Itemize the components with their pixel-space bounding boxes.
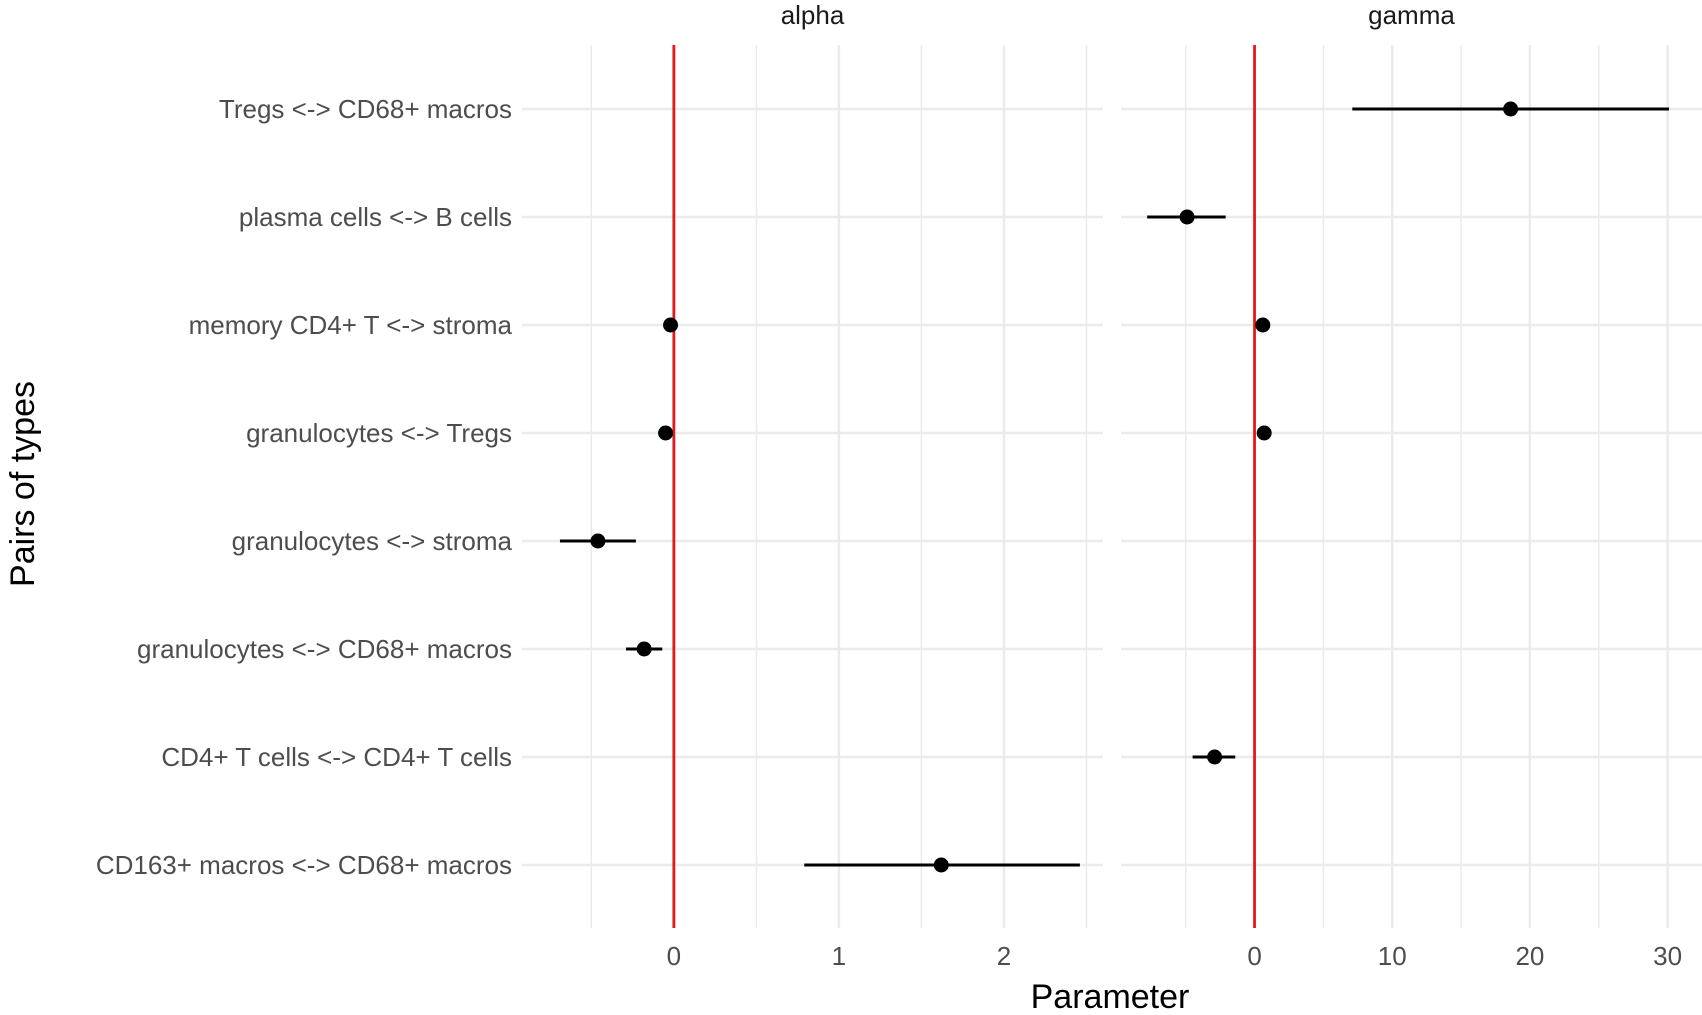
x-tick-label: 2 bbox=[997, 941, 1011, 971]
x-tick-label: 1 bbox=[832, 941, 846, 971]
facet-label-alpha: alpha bbox=[781, 0, 845, 30]
facet-gamma: 0 10 20 30 gamma bbox=[1121, 0, 1702, 971]
facet-label-gamma: gamma bbox=[1368, 0, 1455, 30]
x-tick-label: 0 bbox=[1247, 941, 1261, 971]
x-tick-label: 10 bbox=[1378, 941, 1407, 971]
category-label-granulocytes-tregs: granulocytes <-> Tregs bbox=[246, 418, 512, 448]
category-label-granulocytes-cd68plus-macros: granulocytes <-> CD68+ macros bbox=[137, 634, 512, 664]
category-label-cd163plus-macros-cd68plus-macros: CD163+ macros <-> CD68+ macros bbox=[96, 850, 512, 880]
y-axis-title: Pairs of types bbox=[4, 381, 42, 587]
point-gamma-tregs-cd68plus-macros bbox=[1503, 101, 1519, 117]
x-tick-label: 0 bbox=[667, 941, 681, 971]
x-tick-label: 20 bbox=[1515, 941, 1544, 971]
category-label-granulocytes-stroma: granulocytes <-> stroma bbox=[232, 526, 513, 556]
facet-alpha: 0 1 2 alpha bbox=[522, 0, 1103, 971]
category-label-plasma-cells-b-cells: plasma cells <-> B cells bbox=[239, 202, 512, 232]
point-alpha-cd163plus-macros-cd68plus-macros bbox=[933, 857, 949, 873]
point-gamma-cd4plus-t-cells-cd4plus-t-cells bbox=[1207, 749, 1223, 765]
point-gamma-plasma-cells-b-cells bbox=[1179, 209, 1195, 225]
point-alpha-granulocytes-tregs bbox=[658, 425, 674, 441]
x-axis-title: Parameter bbox=[1031, 978, 1190, 1015]
category-label-tregs-cd68plus-macros: Tregs <-> CD68+ macros bbox=[219, 94, 512, 124]
category-label-memory-cd4plus-t-stroma: memory CD4+ T <-> stroma bbox=[189, 310, 513, 340]
x-tick-label: 30 bbox=[1653, 941, 1682, 971]
point-alpha-granulocytes-stroma bbox=[590, 533, 606, 549]
category-label-cd4plus-t-cells-cd4plus-t-cells: CD4+ T cells <-> CD4+ T cells bbox=[161, 742, 512, 772]
point-alpha-granulocytes-cd68plus-macros bbox=[636, 641, 652, 657]
point-alpha-memory-cd4plus-t-stroma bbox=[663, 317, 679, 333]
point-gamma-granulocytes-tregs bbox=[1256, 425, 1272, 441]
point-gamma-memory-cd4plus-t-stroma bbox=[1255, 317, 1271, 333]
